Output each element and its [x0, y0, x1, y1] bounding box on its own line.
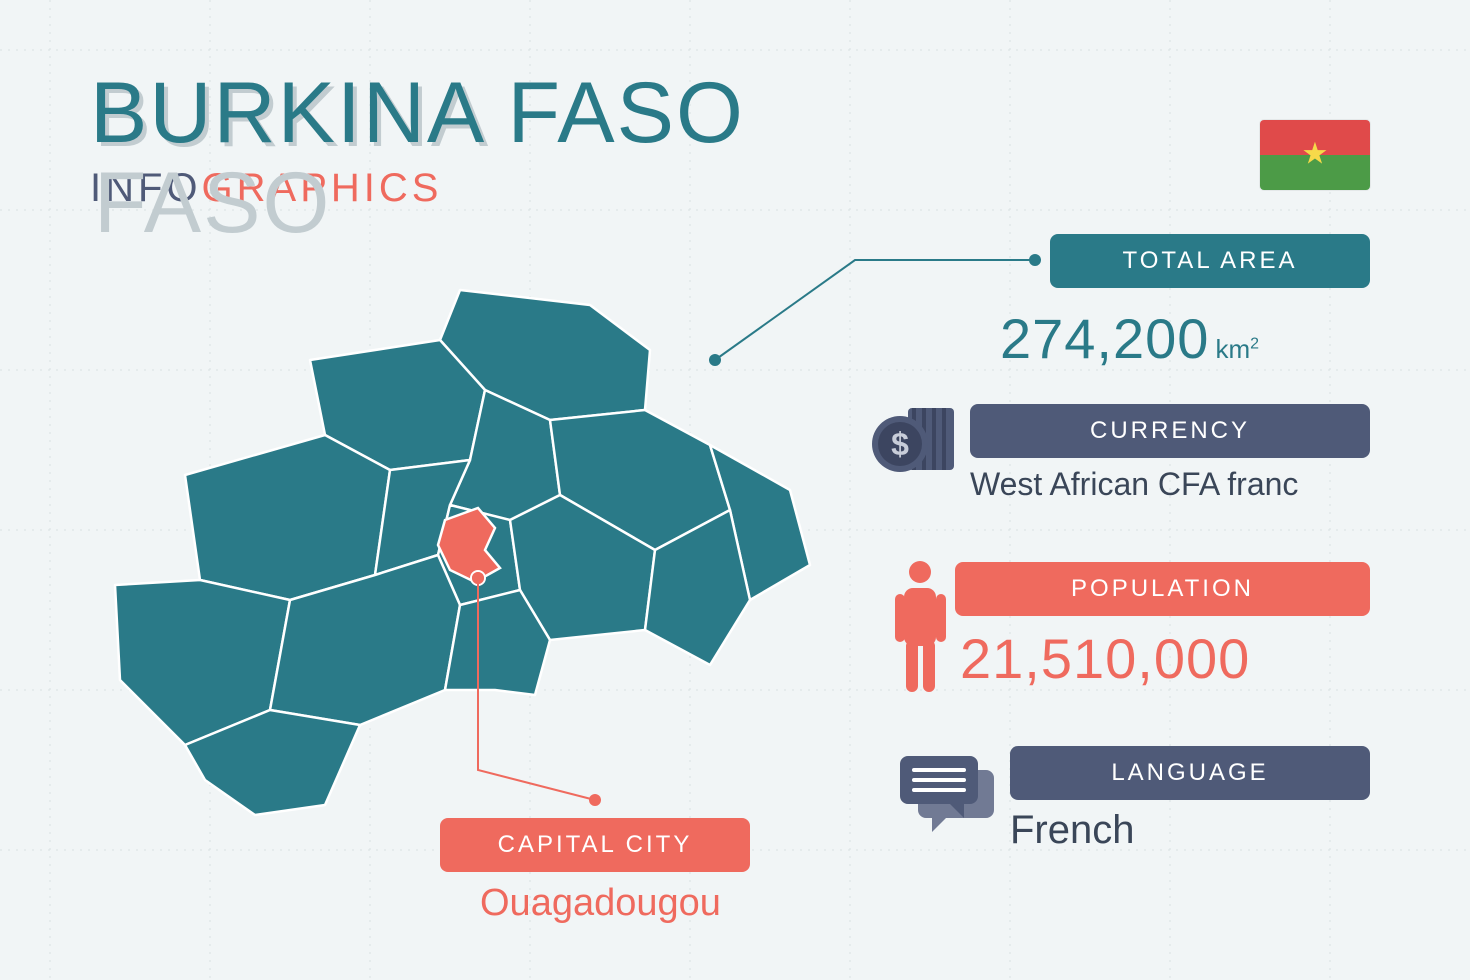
- language-icon: [900, 750, 995, 835]
- flag-star-icon: ★: [1302, 139, 1329, 169]
- title-block: BURKINA FASO BURKINA FASO INFOGRAPHICS: [90, 70, 745, 211]
- stat-pill-area: TOTAL AREA: [1050, 234, 1370, 288]
- svg-text:$: $: [891, 426, 909, 462]
- stat-value-population: 21,510,000: [960, 626, 1250, 691]
- stat-value-currency: West African CFA franc: [970, 466, 1298, 503]
- stat-label-population: POPULATION: [1071, 575, 1254, 603]
- stat-pill-currency: CURRENCY: [970, 404, 1370, 458]
- currency-icon: $: [870, 400, 960, 480]
- flag: ★: [1260, 120, 1370, 190]
- stat-label-capital: CAPITAL CITY: [498, 831, 693, 859]
- stat-value-area: 274,200 km2: [1000, 306, 1259, 371]
- stat-value-capital: Ouagadougou: [480, 882, 721, 925]
- area-number: 274,200: [1000, 306, 1209, 371]
- population-icon: [893, 560, 948, 700]
- stat-pill-language: LANGUAGE: [1010, 746, 1370, 800]
- title-text: BURKINA FASO: [90, 65, 745, 161]
- stat-pill-population: POPULATION: [955, 562, 1370, 616]
- stat-label-currency: CURRENCY: [1090, 417, 1250, 445]
- area-unit: km2: [1215, 334, 1259, 365]
- title-main: BURKINA FASO BURKINA FASO: [90, 70, 745, 156]
- stat-pill-capital: CAPITAL CITY: [440, 818, 750, 872]
- stat-value-language: French: [1010, 808, 1135, 853]
- stat-label-area: TOTAL AREA: [1123, 247, 1298, 275]
- infographic-canvas: BURKINA FASO BURKINA FASO INFOGRAPHICS ★: [0, 0, 1470, 980]
- stat-label-language: LANGUAGE: [1111, 759, 1268, 787]
- country-map: [90, 270, 820, 830]
